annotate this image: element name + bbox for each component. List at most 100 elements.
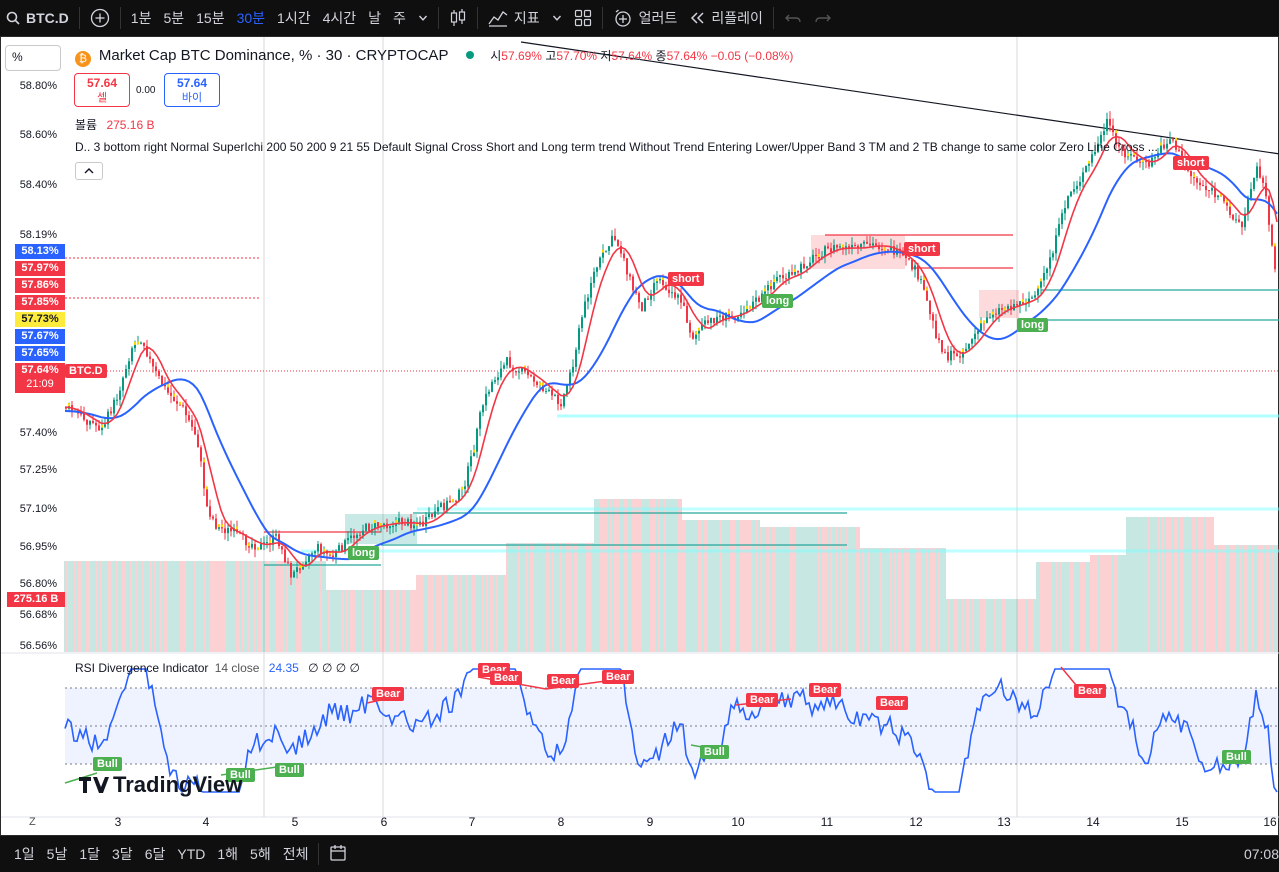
indicator-legend[interactable]: D.. 3 bottom right Normal SuperIchi 200 … xyxy=(75,140,1158,154)
signal-long: long xyxy=(762,294,794,308)
divider xyxy=(601,7,603,29)
symbol-search-input[interactable]: % xyxy=(5,45,61,71)
interval-1h[interactable]: 1시간 xyxy=(277,10,311,26)
range-5y[interactable]: 5해 xyxy=(250,846,271,862)
price-tick-label: 58.40% xyxy=(20,179,58,191)
clock: 07:08 xyxy=(1243,846,1279,862)
signal-short: short xyxy=(1173,156,1209,170)
alarm-clock-icon xyxy=(613,8,633,28)
alert-button[interactable]: 얼러트 xyxy=(607,0,684,36)
price-tick-label: 56.56% xyxy=(20,640,58,652)
price-tick-label: 58.19% xyxy=(20,229,58,241)
bottom-toolbar: 1일 5날 1달 3달 6달 YTD 1해 5해 전체 07:08 xyxy=(0,836,1279,872)
volume-legend: 볼륨 275.16 B xyxy=(75,116,154,133)
bear-label: Bear xyxy=(490,671,523,685)
buy-button[interactable]: 57.64 바이 xyxy=(164,73,220,107)
tradingview-watermark: TradingView xyxy=(113,772,243,797)
range-1d[interactable]: 1일 xyxy=(14,846,35,862)
bull-label: Bull xyxy=(700,745,729,759)
high-value: 57.70% xyxy=(556,49,598,63)
candles-icon xyxy=(449,8,467,28)
top-toolbar: BTC.D 1분 5분 15분 30분 1시간 4시간 날 주 xyxy=(0,0,1279,36)
bear-label: Bear xyxy=(602,670,635,684)
interval-dropdown[interactable] xyxy=(412,0,434,36)
ohlc-readout: 시57.69% 고57.70% 저57.64% 종57.64% −0.05 (−… xyxy=(490,49,793,63)
time-tick-label: 7 xyxy=(469,815,476,829)
price-level-tag: 57.65% xyxy=(15,346,65,361)
price-level-tag: 57.67% xyxy=(15,329,65,344)
signal-short: short xyxy=(904,242,940,256)
compare-symbol-button[interactable] xyxy=(84,0,116,36)
goto-date-button[interactable] xyxy=(323,844,353,865)
price-level-tag: 57.73% xyxy=(15,312,65,327)
volume-tag: 275.16 B xyxy=(7,592,65,607)
divider xyxy=(437,7,439,29)
undo-button[interactable] xyxy=(778,0,808,36)
volume-label[interactable]: 볼륨 xyxy=(75,118,98,132)
chart-type-button[interactable] xyxy=(443,0,473,36)
symbol-search-button[interactable]: BTC.D xyxy=(0,0,75,36)
divider xyxy=(119,7,121,29)
sell-button[interactable]: 57.64 셀 xyxy=(74,73,130,107)
price-tick-label: 56.68% xyxy=(20,609,58,621)
interval-15m[interactable]: 15분 xyxy=(196,10,225,26)
calendar-icon xyxy=(329,844,347,865)
open-value: 57.69% xyxy=(501,49,542,63)
price-tick-label: 56.80% xyxy=(20,578,58,590)
grid-icon xyxy=(574,9,592,27)
zoom-toggle-button[interactable]: Z xyxy=(29,816,36,828)
interval-5m[interactable]: 5분 xyxy=(163,10,185,26)
indicators-dropdown[interactable] xyxy=(546,0,568,36)
layouts-button[interactable] xyxy=(568,0,598,36)
redo-button[interactable] xyxy=(808,0,838,36)
alert-label: 얼러트 xyxy=(638,10,678,26)
bull-label: Bull xyxy=(226,768,255,782)
price-tick-label: 58.60% xyxy=(20,129,58,141)
signal-long: long xyxy=(348,546,380,560)
range-all[interactable]: 전체 xyxy=(282,846,309,862)
range-1m[interactable]: 1달 xyxy=(79,846,101,862)
legend-title[interactable]: Market Cap BTC Dominance, % · 30 · CRYPT… xyxy=(98,47,449,64)
chart-area[interactable]: 3 4 5 6 7 8 9 10 11 12 13 14 15 16 58.80% 58.60% 58.40%… xyxy=(0,36,1279,836)
time-tick-label: 12 xyxy=(909,815,923,829)
range-ytd[interactable]: YTD xyxy=(177,846,206,862)
interval-day[interactable]: 날 xyxy=(368,10,382,26)
indicators-button[interactable]: 지표 xyxy=(482,0,546,36)
bull-label: Bull xyxy=(1222,750,1251,764)
time-tick-label: 3 xyxy=(115,815,122,829)
time-tick-label: 11 xyxy=(821,815,834,829)
undo-icon xyxy=(784,11,802,25)
chart-canvas[interactable]: 3 4 5 6 7 8 9 10 11 12 13 14 15 16 58.80% 58.60% 58.40%… xyxy=(1,37,1279,837)
collapse-legend-button[interactable] xyxy=(75,162,103,180)
indicators-label: 지표 xyxy=(513,10,540,26)
range-3m[interactable]: 3달 xyxy=(112,846,133,862)
time-tick-label: 5 xyxy=(292,815,299,829)
bear-label: Bear xyxy=(876,696,909,710)
signal-long: long xyxy=(1017,318,1049,332)
current-price-value: 57.64% xyxy=(21,364,59,376)
range-1y[interactable]: 1해 xyxy=(217,846,239,862)
change-value: −0.05 (−0.08%) xyxy=(710,49,794,63)
divider xyxy=(78,7,80,29)
chevron-down-icon xyxy=(418,13,428,23)
redo-icon xyxy=(814,11,832,25)
replay-button[interactable]: 리플레이 xyxy=(683,0,769,36)
rsi-legend: RSI Divergence Indicator 14 close 24.35 … xyxy=(75,661,360,675)
volume-value: 275.16 B xyxy=(106,118,155,132)
interval-week[interactable]: 주 xyxy=(393,10,406,26)
interval-30m[interactable]: 30분 xyxy=(236,10,266,26)
range-5d[interactable]: 5날 xyxy=(46,846,68,862)
time-tick-label: 10 xyxy=(731,815,745,829)
interval-4h[interactable]: 4시간 xyxy=(322,10,357,26)
time-tick-label: 13 xyxy=(997,815,1011,829)
interval-1m[interactable]: 1분 xyxy=(130,10,152,26)
trend-line[interactable] xyxy=(520,41,1279,155)
low-value: 57.64% xyxy=(611,49,653,63)
price-axis[interactable]: 58.80% 58.60% 58.40% 58.19% 57.40% 57.25% 57.1… xyxy=(20,80,58,652)
close-label: 종 xyxy=(655,49,667,63)
range-6m[interactable]: 6달 xyxy=(144,846,166,862)
time-tick-label: 16 xyxy=(1263,815,1277,829)
rsi-title[interactable]: RSI Divergence Indicator xyxy=(75,661,209,675)
time-axis[interactable]: 3 4 5 6 7 8 9 10 11 12 13 14 15 16 xyxy=(115,815,1277,829)
